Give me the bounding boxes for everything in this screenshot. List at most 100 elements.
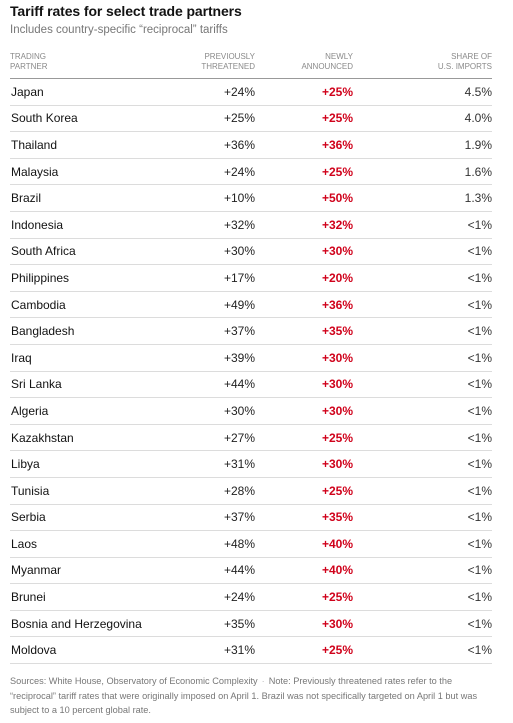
table-row: Kazakhstan +27% +25% <1% bbox=[10, 424, 492, 452]
previously-threatened-cell: +17% bbox=[175, 264, 255, 292]
table-row: Cambodia +49% +36% <1% bbox=[10, 291, 492, 319]
trading-partner-cell: Kazakhstan bbox=[10, 424, 175, 452]
table-row: Bosnia and Herzegovina +35% +30% <1% bbox=[10, 610, 492, 638]
methodology-note: Note: Previously threatened rates refer … bbox=[10, 676, 478, 716]
previously-threatened-cell: +30% bbox=[175, 397, 255, 425]
table-row: Iraq +39% +30% <1% bbox=[10, 344, 492, 372]
newly-announced-cell: +30% bbox=[255, 610, 353, 638]
column-header-share-of-imports: SHARE OF U.S. IMPORTS bbox=[353, 52, 492, 79]
trading-partner-cell: Japan bbox=[10, 78, 175, 106]
import-share-cell: 1.6% bbox=[353, 158, 492, 186]
newly-announced-cell: +25% bbox=[255, 424, 353, 452]
newly-announced-cell: +40% bbox=[255, 530, 353, 558]
previously-threatened-cell: +31% bbox=[175, 636, 255, 665]
table-body: Japan +24% +25% 4.5% South Korea +25% +25% 4.0%… bbox=[10, 78, 492, 665]
trading-partner-cell: Cambodia bbox=[10, 291, 175, 319]
import-share-cell: <1% bbox=[353, 371, 492, 399]
import-share-cell: <1% bbox=[353, 636, 492, 665]
table-row: Tunisia +28% +25% <1% bbox=[10, 477, 492, 505]
sources-note: Sources: White House, Observatory of Eco… bbox=[10, 676, 258, 687]
table-row: Bangladesh +37% +35% <1% bbox=[10, 317, 492, 345]
trading-partner-cell: Myanmar bbox=[10, 557, 175, 585]
previously-threatened-cell: +31% bbox=[175, 450, 255, 478]
table-row: Philippines +17% +20% <1% bbox=[10, 264, 492, 292]
import-share-cell: <1% bbox=[353, 583, 492, 611]
trading-partner-cell: Iraq bbox=[10, 344, 175, 372]
import-share-cell: <1% bbox=[353, 557, 492, 585]
newly-announced-cell: +30% bbox=[255, 371, 353, 399]
previously-threatened-cell: +44% bbox=[175, 371, 255, 399]
tariff-table: TRADING PARTNER PREVIOUSLY THREATENED NEWL… bbox=[10, 52, 492, 665]
table-row: Sri Lanka +44% +30% <1% bbox=[10, 371, 492, 399]
trading-partner-cell: Bosnia and Herzegovina bbox=[10, 610, 175, 638]
previously-threatened-cell: +44% bbox=[175, 557, 255, 585]
table-row: Thailand +36% +36% 1.9% bbox=[10, 131, 492, 159]
table-row: Serbia +37% +35% <1% bbox=[10, 504, 492, 532]
trading-partner-cell: Sri Lanka bbox=[10, 371, 175, 399]
table-row: Algeria +30% +30% <1% bbox=[10, 397, 492, 425]
previously-threatened-cell: +10% bbox=[175, 184, 255, 212]
newly-announced-cell: +25% bbox=[255, 477, 353, 505]
previously-threatened-cell: +35% bbox=[175, 610, 255, 638]
newly-announced-cell: +25% bbox=[255, 78, 353, 106]
previously-threatened-cell: +32% bbox=[175, 211, 255, 239]
table-row: Moldova +31% +25% <1% bbox=[10, 636, 492, 665]
trading-partner-cell: Tunisia bbox=[10, 477, 175, 505]
import-share-cell: <1% bbox=[353, 450, 492, 478]
table-header: TRADING PARTNER PREVIOUSLY THREATENED NEWL… bbox=[10, 52, 492, 79]
newly-announced-cell: +20% bbox=[255, 264, 353, 292]
table-row: South Korea +25% +25% 4.0% bbox=[10, 105, 492, 133]
trading-partner-cell: Bangladesh bbox=[10, 317, 175, 345]
chart-title: Tariff rates for select trade partners bbox=[10, 3, 242, 19]
chart-subtitle: Includes country-specific “reciprocal” t… bbox=[10, 24, 228, 36]
import-share-cell: 1.3% bbox=[353, 184, 492, 212]
import-share-cell: <1% bbox=[353, 477, 492, 505]
table-row: South Africa +30% +30% <1% bbox=[10, 238, 492, 266]
table-row: Libya +31% +30% <1% bbox=[10, 450, 492, 478]
newly-announced-cell: +30% bbox=[255, 397, 353, 425]
import-share-cell: 4.5% bbox=[353, 78, 492, 106]
newly-announced-cell: +30% bbox=[255, 450, 353, 478]
import-share-cell: <1% bbox=[353, 397, 492, 425]
column-header-newly-announced: NEWLY ANNOUNCED bbox=[255, 52, 353, 79]
separator-dot: · bbox=[261, 676, 265, 687]
footnotes: Sources: White House, Observatory of Eco… bbox=[10, 674, 494, 718]
import-share-cell: <1% bbox=[353, 610, 492, 638]
newly-announced-cell: +25% bbox=[255, 636, 353, 665]
newly-announced-cell: +35% bbox=[255, 317, 353, 345]
newly-announced-cell: +35% bbox=[255, 504, 353, 532]
import-share-cell: <1% bbox=[353, 264, 492, 292]
trading-partner-cell: Indonesia bbox=[10, 211, 175, 239]
previously-threatened-cell: +39% bbox=[175, 344, 255, 372]
newly-announced-cell: +25% bbox=[255, 158, 353, 186]
previously-threatened-cell: +25% bbox=[175, 105, 255, 133]
previously-threatened-cell: +24% bbox=[175, 158, 255, 186]
column-header-trading-partner: TRADING PARTNER bbox=[10, 52, 175, 79]
import-share-cell: <1% bbox=[353, 211, 492, 239]
import-share-cell: <1% bbox=[353, 344, 492, 372]
previously-threatened-cell: +28% bbox=[175, 477, 255, 505]
previously-threatened-cell: +36% bbox=[175, 131, 255, 159]
previously-threatened-cell: +37% bbox=[175, 504, 255, 532]
trading-partner-cell: Malaysia bbox=[10, 158, 175, 186]
newly-announced-cell: +36% bbox=[255, 131, 353, 159]
trading-partner-cell: South Africa bbox=[10, 238, 175, 266]
import-share-cell: <1% bbox=[353, 504, 492, 532]
import-share-cell: <1% bbox=[353, 317, 492, 345]
trading-partner-cell: Brunei bbox=[10, 583, 175, 611]
previously-threatened-cell: +24% bbox=[175, 583, 255, 611]
trading-partner-cell: Algeria bbox=[10, 397, 175, 425]
import-share-cell: <1% bbox=[353, 291, 492, 319]
newly-announced-cell: +25% bbox=[255, 583, 353, 611]
import-share-cell: <1% bbox=[353, 424, 492, 452]
trading-partner-cell: Libya bbox=[10, 450, 175, 478]
column-header-previously-threatened: PREVIOUSLY THREATENED bbox=[175, 52, 255, 79]
trading-partner-cell: Laos bbox=[10, 530, 175, 558]
table-row: Laos +48% +40% <1% bbox=[10, 530, 492, 558]
previously-threatened-cell: +27% bbox=[175, 424, 255, 452]
trading-partner-cell: Serbia bbox=[10, 504, 175, 532]
newly-announced-cell: +50% bbox=[255, 184, 353, 212]
newly-announced-cell: +30% bbox=[255, 344, 353, 372]
table-row: Malaysia +24% +25% 1.6% bbox=[10, 158, 492, 186]
trading-partner-cell: Brazil bbox=[10, 184, 175, 212]
